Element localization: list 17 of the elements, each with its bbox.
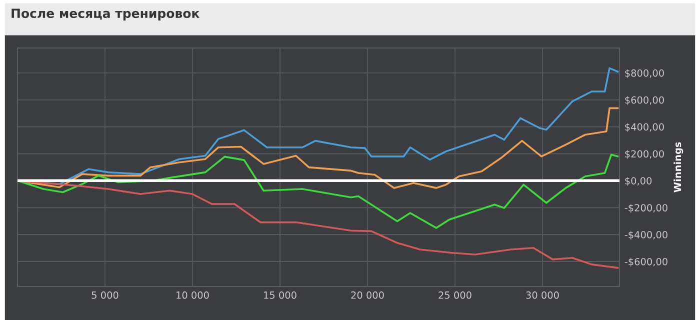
y-tick-label: $0,00 <box>625 176 652 186</box>
x-tick-label: 30 000 <box>526 291 559 299</box>
y-tick-label: -$200,00 <box>624 204 668 213</box>
chart-title: После месяца тренировок <box>12 8 200 20</box>
x-tick-label: 10 000 <box>176 291 209 299</box>
y-tick-label: $600,00 <box>625 96 664 105</box>
y-tick-label: $200,00 <box>625 150 664 159</box>
x-tick-label: 25 000 <box>438 291 472 299</box>
x-tick-label: 20 000 <box>351 291 384 299</box>
y-tick-label: $400,00 <box>625 123 664 132</box>
y-tick-label: -$600,00 <box>624 258 668 267</box>
y-tick-label: -$400,00 <box>624 230 668 240</box>
x-tick-label: 5 000 <box>92 291 118 299</box>
y-tick-label: $800,00 <box>625 69 664 78</box>
x-tick-label: 15 000 <box>264 291 296 299</box>
y-axis-title: Winnings <box>674 142 684 192</box>
line-series <box>18 154 619 229</box>
